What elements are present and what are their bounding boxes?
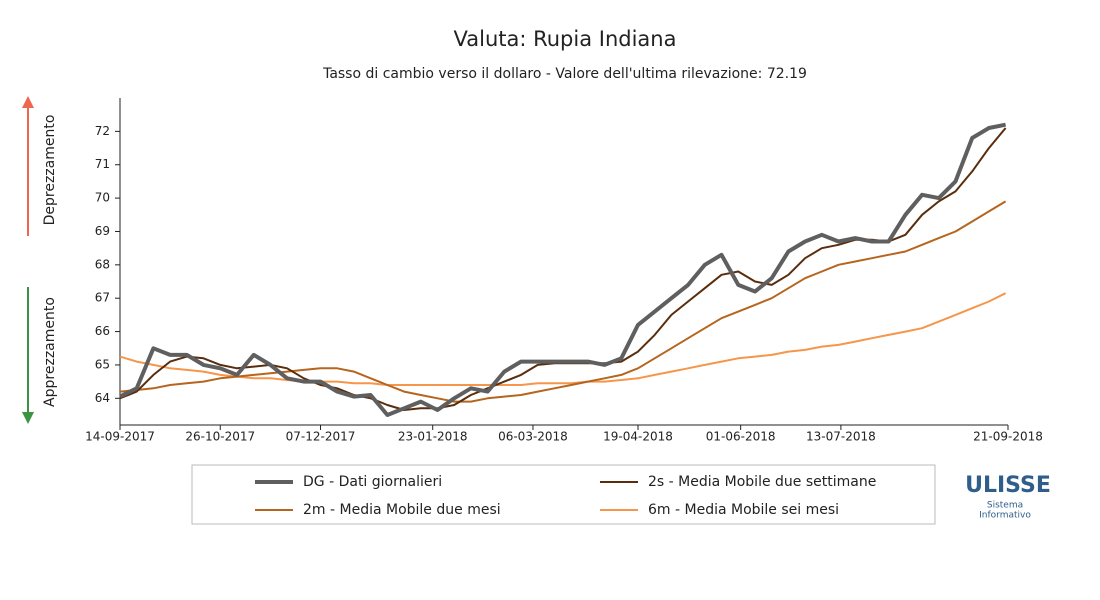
legend-label: 2m - Media Mobile due mesi [303, 502, 501, 518]
y-tick-label: 69 [95, 224, 110, 238]
x-tick-label: 23-01-2018 [398, 430, 468, 444]
y-tick-label: 71 [95, 157, 110, 171]
x-tick-label: 21-09-2018 [973, 430, 1043, 444]
chart-subtitle: Tasso di cambio verso il dollaro - Valor… [322, 66, 807, 82]
legend-label: 6m - Media Mobile sei mesi [648, 502, 839, 518]
y-tick-label: 67 [95, 291, 110, 305]
chart-title: Valuta: Rupia Indiana [454, 27, 677, 51]
series-line [119, 122, 1006, 417]
series-line [119, 200, 1007, 403]
series-line [119, 127, 1007, 411]
logo: ULISSE Sistema Informativo [965, 473, 1051, 521]
annotation: Deprezzamento [42, 115, 58, 226]
x-tick-label: 19-04-2018 [603, 430, 673, 444]
y-tick-label: 70 [95, 191, 110, 205]
x-tick-label: 26-10-2017 [185, 430, 255, 444]
logo-line: Informativo [979, 511, 1031, 521]
appreciation-arrow [22, 287, 34, 424]
x-tick-label: 13-07-2018 [806, 430, 876, 444]
logo-line: Sistema [987, 501, 1023, 511]
x-tick-label: 01-06-2018 [706, 430, 776, 444]
y-tick-label: 64 [95, 391, 110, 405]
x-tick-label: 14-09-2017 [85, 430, 155, 444]
logo-name: ULISSE [965, 473, 1051, 498]
y-tick-label: 65 [95, 357, 110, 371]
y-tick-label: 66 [95, 324, 110, 338]
legend-label: 2s - Media Mobile due settimane [648, 474, 876, 490]
annotation: Apprezzamento [42, 297, 58, 407]
x-tick-label: 07-12-2017 [286, 430, 356, 444]
legend [191, 464, 936, 525]
x-tick-label: 06-03-2018 [498, 430, 568, 444]
legend-label: DG - Dati giornalieri [303, 474, 442, 490]
y-tick-label: 72 [95, 124, 110, 138]
series-line [119, 292, 1007, 386]
y-tick-label: 68 [95, 257, 110, 271]
depreciation-arrow [22, 96, 34, 236]
